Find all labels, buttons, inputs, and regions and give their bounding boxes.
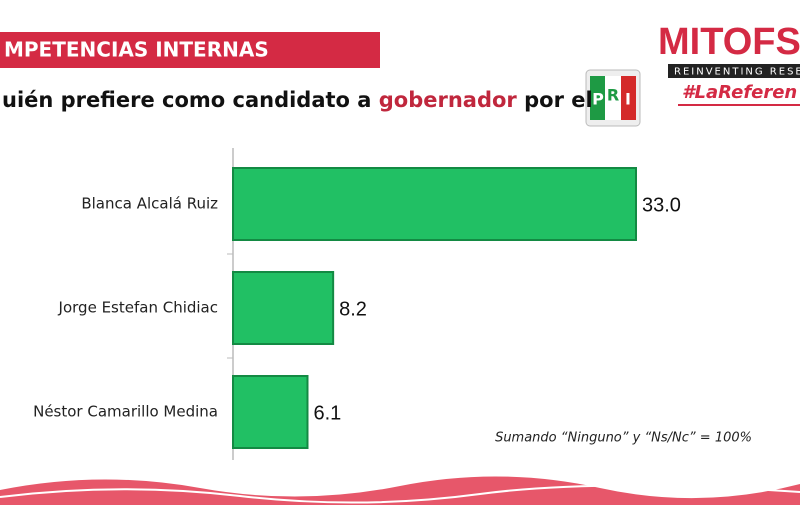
logo-letter: I (625, 90, 631, 109)
logo-white (605, 76, 621, 120)
footer-wave (0, 476, 800, 505)
brand-tagline: REINVENTING RESEA (674, 67, 800, 78)
category-label: Blanca Alcalá Ruiz (81, 195, 218, 213)
brand: MITOFSI (658, 21, 800, 63)
category-label: Jorge Estefan Chidiac (58, 299, 218, 317)
logo-letter: P (592, 90, 604, 109)
tagline-bar (668, 64, 800, 78)
bar (232, 167, 637, 241)
title-part: por el (516, 88, 593, 112)
title-part: gobernador (378, 88, 517, 112)
logo-red (621, 76, 636, 120)
title-part: uién prefiere como candidato a (2, 88, 379, 112)
banner (0, 32, 380, 68)
bar (232, 375, 309, 449)
bar (232, 271, 335, 345)
hashtag: #LaReferen (682, 82, 797, 103)
footer-wave-line (0, 484, 800, 504)
note: Sumando “Ninguno” y “Ns/Nc” = 100% (495, 431, 752, 446)
category-label: Néstor Camarillo Medina (33, 403, 218, 421)
chart-title: uién prefiere como candidato a gobernado… (2, 88, 593, 112)
value-label: 6.1 (313, 402, 341, 424)
value-label: 8.2 (339, 298, 367, 320)
logo-letter: R (607, 86, 619, 105)
logo-green (590, 76, 605, 120)
banner-text: MPETENCIAS INTERNAS (4, 38, 269, 62)
value-label: 33.0 (642, 194, 681, 216)
